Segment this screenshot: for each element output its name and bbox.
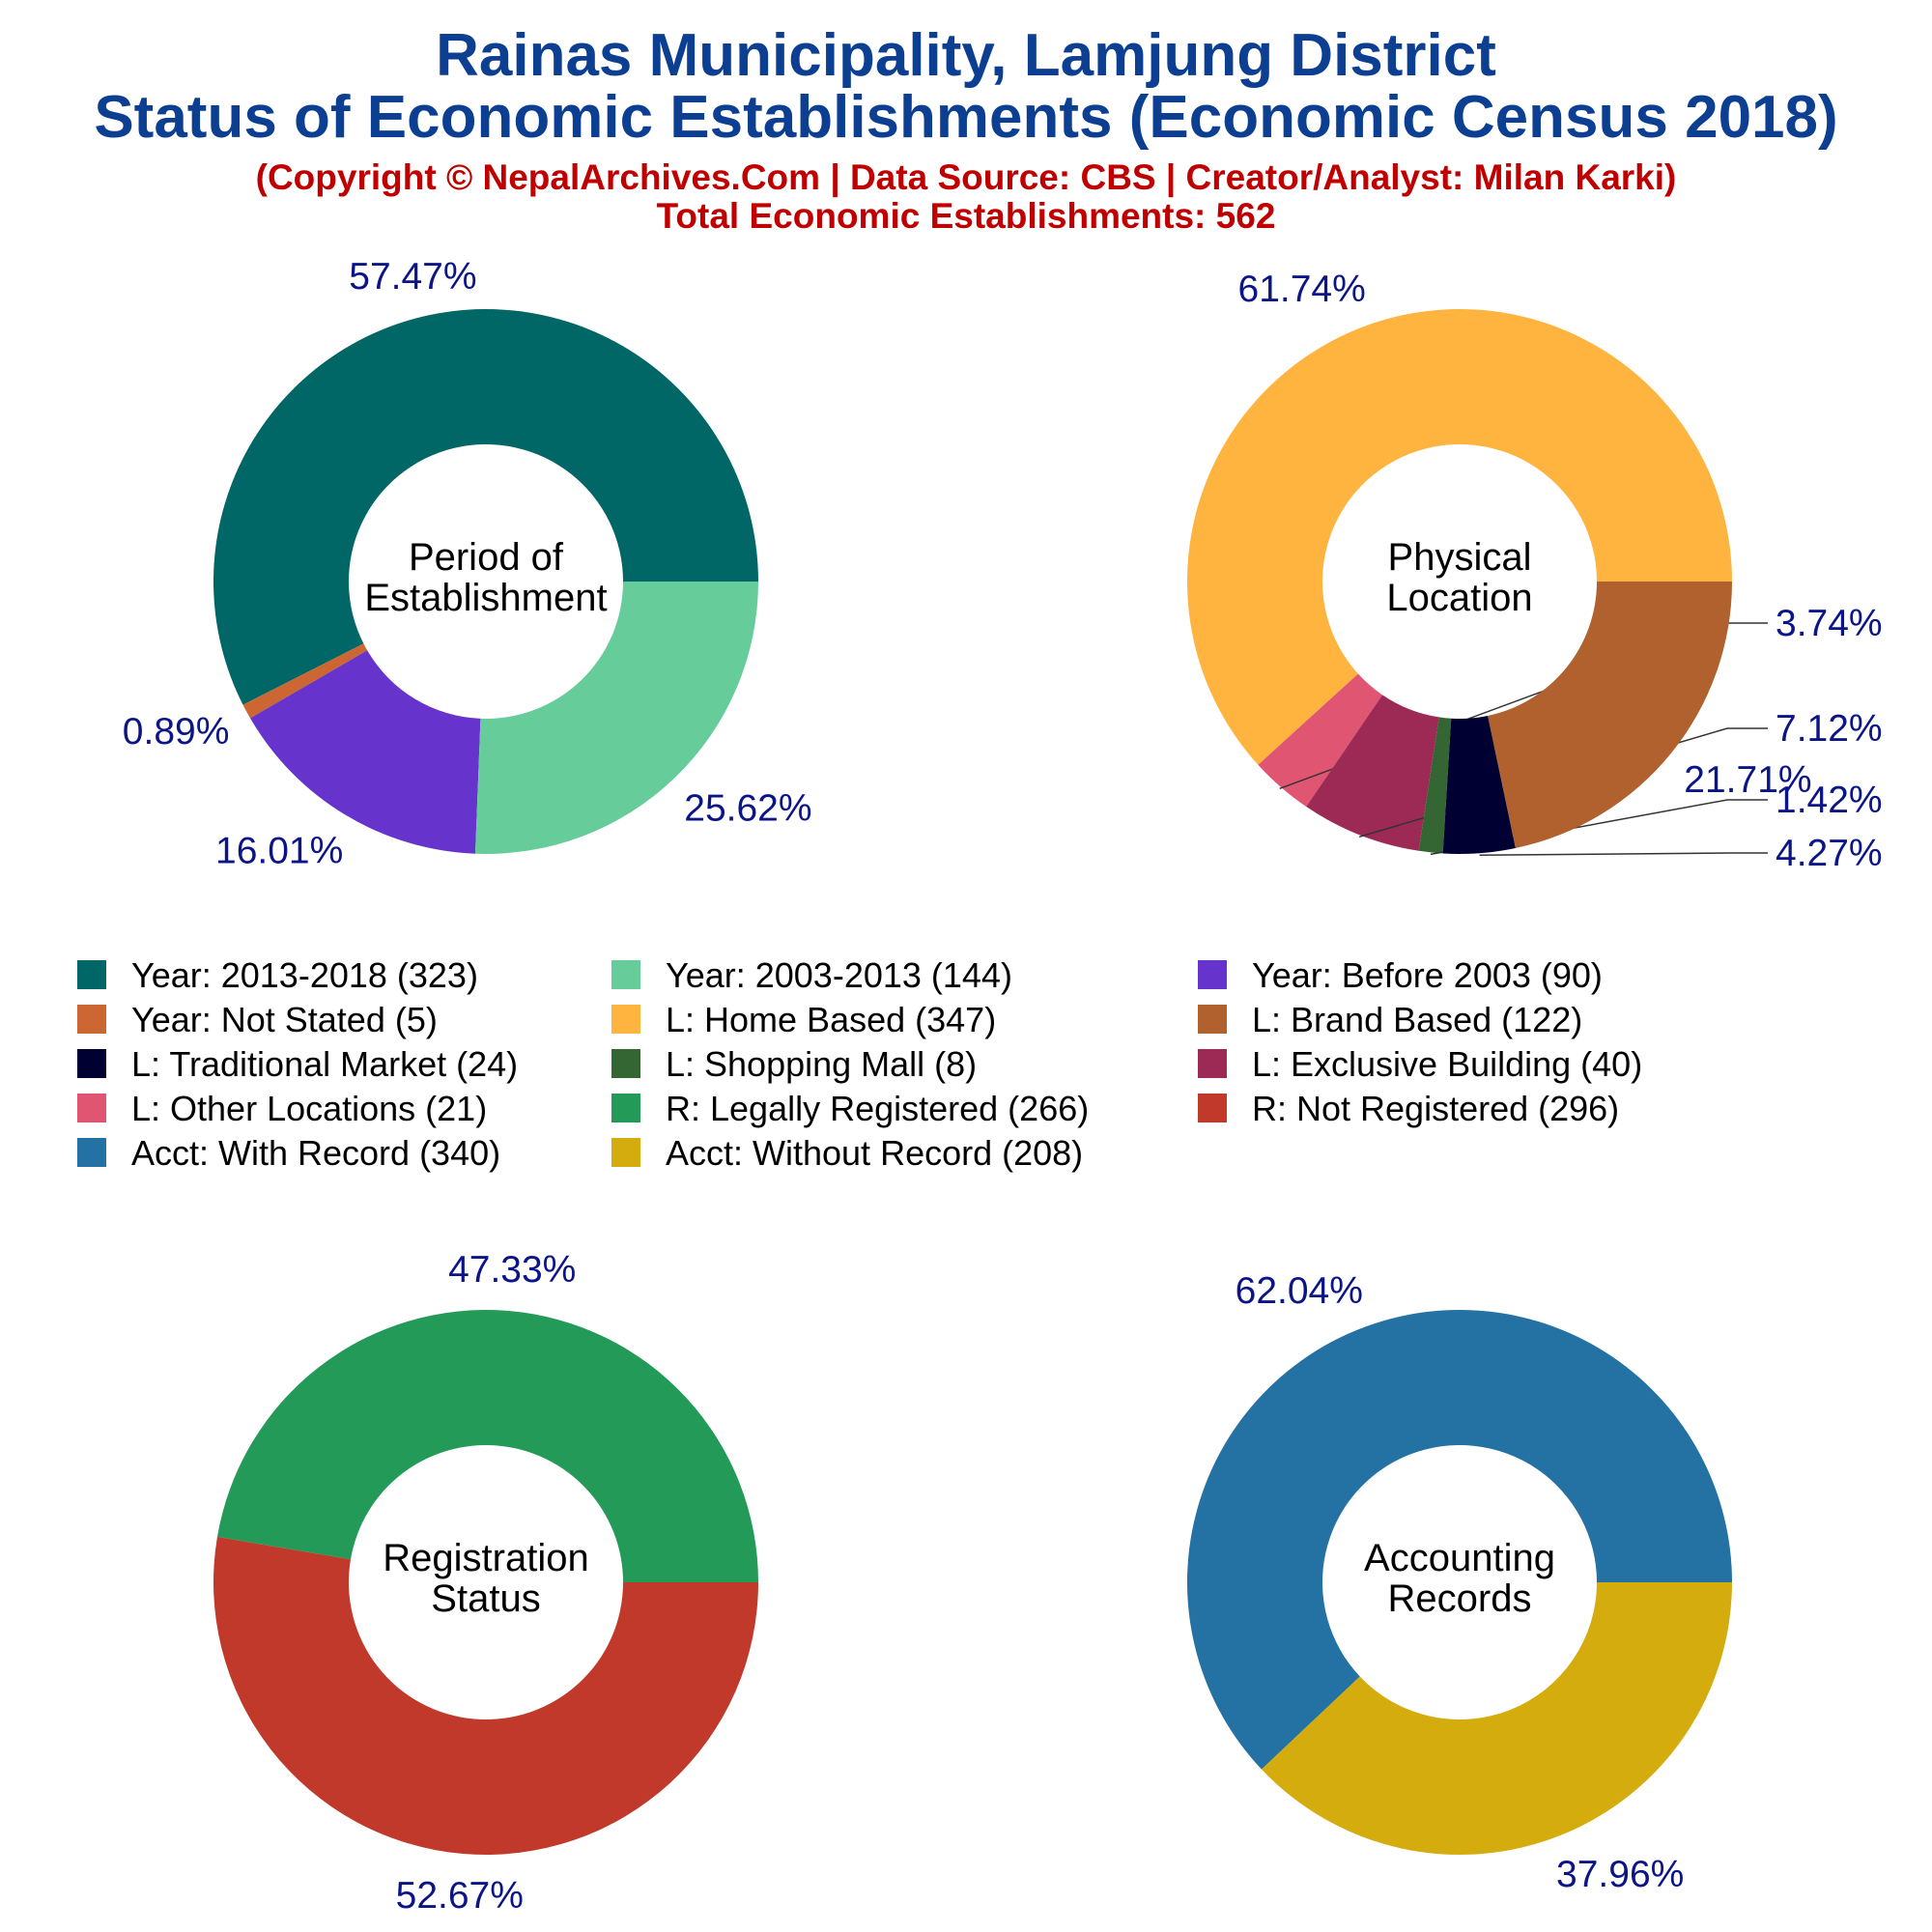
legend-swatch xyxy=(77,1138,106,1167)
slice-2-4 xyxy=(1418,717,1452,854)
pct-label-1-2: 0.89% xyxy=(123,711,230,753)
legend-item: L: Home Based (347) xyxy=(611,1000,996,1039)
slice-2-1 xyxy=(1186,308,1732,765)
slice-1-3 xyxy=(250,650,481,854)
chart-title-line2: Status of Economic Establishments (Econo… xyxy=(94,84,1837,151)
center-label-4-2: Records xyxy=(1388,1577,1532,1620)
pct-label-2-6: 21.71% xyxy=(1684,759,1811,801)
slice-1-2 xyxy=(242,643,368,719)
pct-label-2-4: 1.42% xyxy=(1776,780,1883,821)
slice-2-5 xyxy=(1442,715,1516,854)
legend-swatch xyxy=(77,1005,106,1034)
legend-item: L: Shopping Mall (8) xyxy=(611,1044,977,1084)
legend-label: Acct: Without Record (208) xyxy=(666,1133,1083,1173)
legend-swatch xyxy=(611,1005,640,1034)
legend-swatch xyxy=(611,1049,640,1078)
pct-label-3-1: 47.33% xyxy=(448,1249,576,1291)
legend-item: L: Traditional Market (24) xyxy=(77,1044,518,1084)
legend-label: Year: 2003-2013 (144) xyxy=(666,955,1012,995)
center-label-1-2: Establishment xyxy=(364,577,607,619)
pct-label-2-3: 7.12% xyxy=(1776,708,1883,750)
pct-label-4-2: 37.96% xyxy=(1556,1854,1684,1895)
legend-label: Year: Before 2003 (90) xyxy=(1252,955,1603,995)
legend-swatch xyxy=(77,1094,106,1122)
legend-label: R: Legally Registered (266) xyxy=(666,1089,1089,1128)
legend-swatch xyxy=(77,1049,106,1078)
legend-label: L: Home Based (347) xyxy=(666,1000,996,1039)
center-label-3-1: Registration xyxy=(383,1537,588,1579)
slice-1-4 xyxy=(474,582,758,854)
legend-swatch xyxy=(1198,1094,1227,1122)
legend-item: R: Not Registered (296) xyxy=(1198,1089,1619,1128)
legend-swatch xyxy=(77,960,106,989)
legend-label: L: Other Locations (21) xyxy=(131,1089,487,1128)
legend: Year: 2013-2018 (323) Year: 2003-2013 (14… xyxy=(77,955,1642,1173)
center-label-3-2: Status xyxy=(431,1577,540,1620)
legend-label: L: Exclusive Building (40) xyxy=(1252,1044,1642,1084)
total-subtitle: Total Economic Establishments: 562 xyxy=(657,196,1276,236)
copyright-subtitle: (Copyright © NepalArchives.Com | Data So… xyxy=(256,157,1677,198)
slice-2-6 xyxy=(1488,582,1732,848)
legend-swatch xyxy=(1198,1049,1227,1078)
pct-label-1-1: 57.47% xyxy=(349,256,476,298)
legend-item: Year: Before 2003 (90) xyxy=(1198,955,1603,995)
slice-2-3 xyxy=(1306,695,1439,851)
pct-label-4-1: 62.04% xyxy=(1236,1270,1363,1312)
center-label-1-1: Period of xyxy=(409,536,564,579)
leader-line-2-5 xyxy=(1479,852,1768,857)
legend-item: Year: Not Stated (5) xyxy=(77,1000,438,1039)
legend-label: Year: 2013-2018 (323) xyxy=(131,955,478,995)
slice-3-2 xyxy=(213,1536,759,1856)
donut-chart-2: 61.74% 3.74% 7.12% 1.42% 4.27% 21.71% Physical… xyxy=(1186,269,1883,874)
donut-chart-1: 57.47% 0.89% 16.01% 25.62% Period ofEstablis… xyxy=(123,256,812,871)
legend-label: Acct: With Record (340) xyxy=(131,1133,500,1173)
center-label-4-1: Accounting xyxy=(1364,1537,1555,1579)
slice-1-1 xyxy=(213,308,759,705)
pct-label-2-2: 3.74% xyxy=(1776,603,1883,644)
center-label-2-1: Physical xyxy=(1388,536,1532,579)
legend-label: Year: Not Stated (5) xyxy=(131,1000,438,1039)
legend-swatch xyxy=(611,1094,640,1122)
center-label-2-2: Location xyxy=(1386,577,1532,619)
legend-swatch xyxy=(611,1138,640,1167)
pct-label-2-1: 61.74% xyxy=(1238,269,1366,310)
legend-item: L: Other Locations (21) xyxy=(77,1089,487,1128)
legend-item: Year: 2013-2018 (323) xyxy=(77,955,478,995)
chart-title-line1: Rainas Municipality, Lamjung District xyxy=(436,22,1496,89)
legend-item: Acct: With Record (340) xyxy=(77,1133,500,1173)
donut-charts: 57.47% 0.89% 16.01% 25.62% Period ofEstablis… xyxy=(123,256,1883,1917)
pct-label-3-2: 52.67% xyxy=(396,1875,524,1917)
pct-label-1-3: 16.01% xyxy=(215,830,343,871)
slice-2-2 xyxy=(1258,673,1383,808)
legend-label: L: Shopping Mall (8) xyxy=(666,1044,977,1084)
legend-label: L: Brand Based (122) xyxy=(1252,1000,1582,1039)
legend-item: L: Brand Based (122) xyxy=(1198,1000,1582,1039)
legend-item: Acct: Without Record (208) xyxy=(611,1133,1083,1173)
legend-swatch xyxy=(1198,1005,1227,1034)
legend-swatch xyxy=(611,960,640,989)
legend-item: Year: 2003-2013 (144) xyxy=(611,955,1012,995)
slice-4-1 xyxy=(1186,1309,1732,1770)
slice-4-2 xyxy=(1261,1582,1732,1855)
legend-label: R: Not Registered (296) xyxy=(1252,1089,1619,1128)
legend-label: L: Traditional Market (24) xyxy=(131,1044,518,1084)
pct-label-1-4: 25.62% xyxy=(684,787,811,829)
legend-swatch xyxy=(1198,960,1227,989)
legend-item: L: Exclusive Building (40) xyxy=(1198,1044,1642,1084)
pct-label-2-5: 4.27% xyxy=(1776,833,1883,874)
slice-3-1 xyxy=(216,1310,759,1582)
legend-item: R: Legally Registered (266) xyxy=(611,1089,1089,1128)
